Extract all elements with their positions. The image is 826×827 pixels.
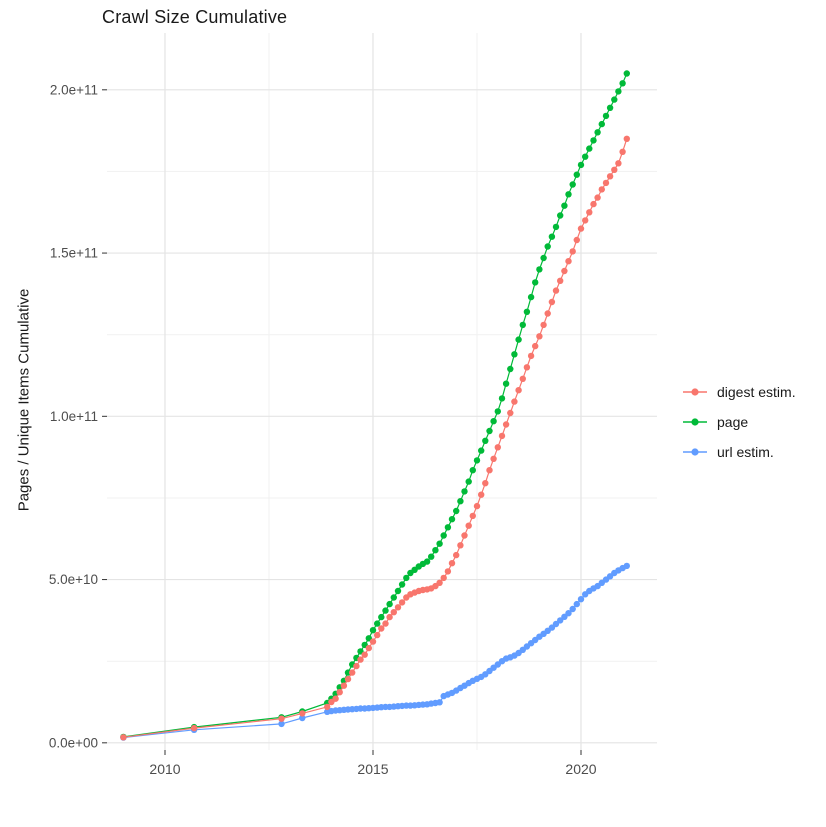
- legend-item: digest estim.: [683, 377, 796, 407]
- y-tick-label: 0.0e+00: [49, 735, 98, 750]
- y-tick-label: 1.5e+11: [50, 246, 98, 261]
- legend-key-icon: [683, 448, 707, 456]
- legend-item: page: [683, 407, 796, 437]
- chart-title: Crawl Size Cumulative: [102, 7, 288, 27]
- series-page: [120, 70, 630, 741]
- y-tick-label: 1.0e+11: [50, 409, 98, 424]
- x-tick-label: 2020: [565, 761, 596, 777]
- legend-label: url estim.: [717, 444, 774, 460]
- axes: 2010 2015 2020 0.0e+00 5.0e+10 1.0e+11 1.5e+11…: [49, 82, 597, 777]
- x-tick-label: 2010: [149, 761, 180, 777]
- y-tick-label: 5.0e+10: [49, 572, 98, 587]
- x-tick-label: 2015: [357, 761, 388, 777]
- legend-label: page: [717, 414, 749, 430]
- legend: digest estim. page url estim.: [683, 377, 796, 467]
- legend-item: url estim.: [683, 437, 796, 467]
- y-tick-label: 2.0e+11: [50, 82, 98, 97]
- series-digest-estim: [120, 135, 630, 741]
- major-gridlines: [107, 33, 657, 750]
- legend-key-icon: [683, 388, 707, 396]
- minor-gridlines: [107, 33, 657, 750]
- series-url-estim: [120, 562, 630, 741]
- legend-label: digest estim.: [717, 384, 796, 400]
- legend-key-icon: [683, 418, 707, 426]
